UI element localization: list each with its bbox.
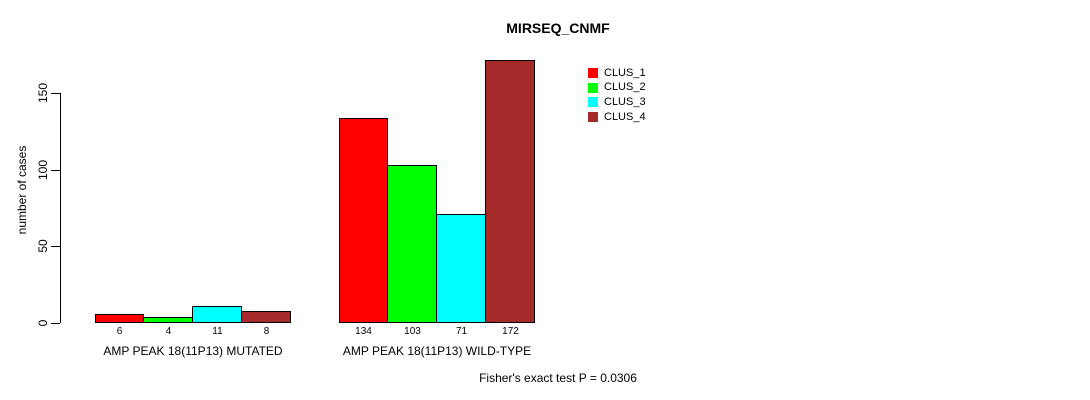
legend-label-clus_2: CLUS_2 <box>604 81 646 94</box>
bar-value-label: 172 <box>502 326 519 337</box>
y-tick-label: 100 <box>36 159 50 180</box>
y-tick-mark <box>51 169 60 171</box>
y-tick-mark <box>51 93 60 95</box>
bar-clus_4-group2 <box>485 59 535 323</box>
legend-swatch-clus_1 <box>588 68 598 78</box>
bar-clus_2-group2 <box>387 165 437 323</box>
bar-clus_1-group2 <box>339 117 388 323</box>
category-label: AMP PEAK 18(11P13) WILD-TYPE <box>342 344 532 358</box>
bar-value-label: 71 <box>455 326 468 337</box>
bar-clus_3-group2 <box>436 214 486 323</box>
chart-title: MIRSEQ_CNMF <box>506 20 610 36</box>
bar-value-label: 4 <box>165 326 172 337</box>
y-tick-label: 0 <box>36 319 50 327</box>
category-label: AMP PEAK 18(11P13) MUTATED <box>103 344 283 358</box>
y-tick-label: 150 <box>36 83 50 104</box>
y-axis-line <box>60 93 61 323</box>
y-tick-mark <box>51 246 60 248</box>
y-tick-mark <box>51 323 60 324</box>
bar-clus_3-group1 <box>192 306 242 323</box>
legend-swatch-clus_3 <box>588 97 598 108</box>
bar-value-label: 134 <box>355 326 372 337</box>
legend-swatch-clus_2 <box>588 82 598 93</box>
y-tick-label: 50 <box>36 239 50 254</box>
bar-clus_4-group1 <box>241 310 291 323</box>
legend-label-clus_4: CLUS_4 <box>604 110 646 123</box>
bar-value-label: 11 <box>212 326 223 337</box>
bar-value-label: 8 <box>263 326 270 337</box>
stat-test-footnote: Fisher's exact test P = 0.0306 <box>479 371 637 385</box>
legend-swatch-clus_4 <box>588 112 598 123</box>
legend-label-clus_1: CLUS_1 <box>604 66 646 79</box>
bar-clus_2-group1 <box>143 316 193 323</box>
bar-value-label: 6 <box>116 326 123 337</box>
bar-value-label: 103 <box>404 326 421 337</box>
bar-clus_1-group1 <box>95 313 144 323</box>
legend-label-clus_3: CLUS_3 <box>604 95 646 108</box>
